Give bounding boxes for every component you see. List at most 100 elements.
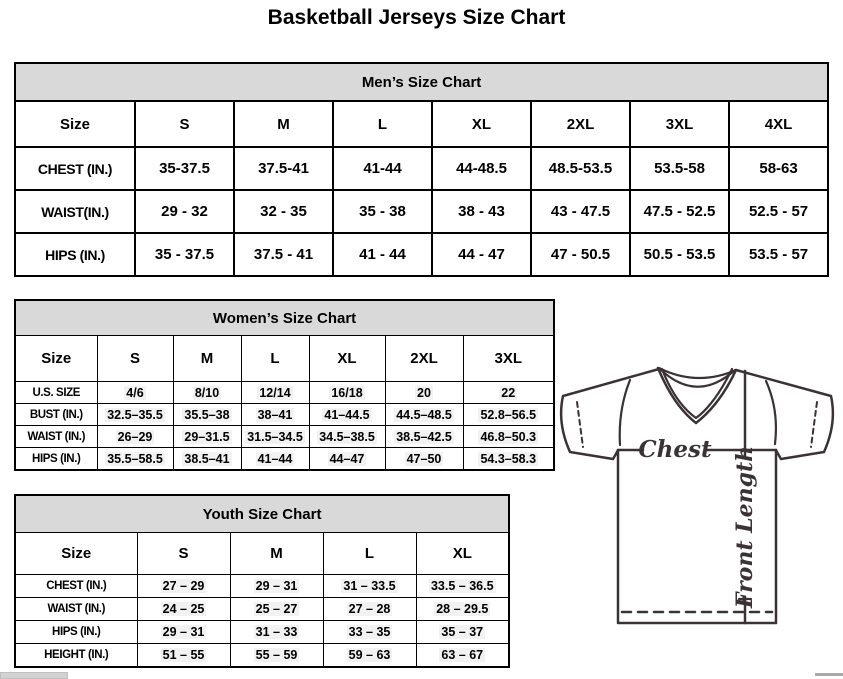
table-row: HIPS (IN.) 29 – 31 31 – 33 33 – 35 35 – 37 (14, 620, 510, 644)
table-row: HEIGHT (IN.) 51 – 55 55 – 59 59 – 63 63 – 67 (14, 643, 510, 668)
size-value-cell: 29 – 31 (229, 574, 324, 598)
column-header: 3XL (462, 335, 555, 382)
size-value-cell: 41-44 (332, 146, 433, 191)
size-value-cell: 58-63 (727, 146, 830, 191)
size-value-cell: 35 – 37 (415, 620, 510, 644)
size-value-cell: 26–29 (96, 425, 174, 448)
column-header: Size (14, 532, 138, 575)
column-header: 2XL (384, 335, 464, 382)
column-header: 3XL (629, 100, 730, 148)
row-label: HEIGHT (IN.) (14, 643, 138, 668)
size-value-cell: 24 – 25 (136, 597, 231, 621)
size-value-cell: 32.5–35.5 (96, 403, 174, 426)
size-value-cell: 27 – 28 (322, 597, 417, 621)
table-row: BUST (IN.) 32.5–35.5 35.5–38 38–41 41–44.5 44… (14, 403, 555, 426)
size-value-cell: 63 – 67 (415, 643, 510, 668)
size-value-cell: 41–44.5 (308, 403, 386, 426)
size-value-cell: 34.5–38.5 (308, 425, 386, 448)
row-label: WAIST (IN.) (14, 597, 138, 621)
size-value-cell: 37.5-41 (233, 146, 334, 191)
size-value-cell: 32 - 35 (233, 189, 334, 234)
table-caption: Women’s Size Chart (14, 299, 555, 336)
size-value-cell: 43 - 47.5 (530, 189, 631, 234)
size-value-cell: 25 – 27 (229, 597, 324, 621)
column-header: L (240, 335, 310, 382)
chest-label: Chest (638, 436, 712, 463)
size-value-cell: 12/14 (240, 381, 310, 404)
size-value-cell: 51 – 55 (136, 643, 231, 668)
table-row: HIPS (IN.) 35.5–58.5 38.5–41 41–44 44–47 47–5… (14, 447, 555, 471)
size-value-cell: 38.5–42.5 (384, 425, 464, 448)
column-header: L (322, 532, 417, 575)
size-value-cell: 44.5–48.5 (384, 403, 464, 426)
row-label: HIPS (IN.) (14, 447, 98, 471)
table-caption: Youth Size Chart (14, 494, 510, 533)
size-value-cell: 8/10 (172, 381, 242, 404)
table-row: WAIST(IN.) 29 - 32 32 - 35 35 - 38 38 - 43 43… (14, 189, 830, 234)
collar-arc-outer (657, 366, 738, 380)
row-label: HIPS (IN.) (14, 620, 138, 644)
size-value-cell: 44 - 47 (431, 232, 532, 277)
column-header: XL (308, 335, 386, 382)
column-header: M (229, 532, 324, 575)
table-row: WAIST (IN.) 24 – 25 25 – 27 27 – 28 28 – 29.… (14, 597, 510, 621)
sleeve-dash-right (810, 401, 818, 448)
row-label: HIPS (IN.) (14, 232, 136, 277)
table-row: CHEST (IN.) 35-37.5 37.5-41 41-44 44-48.5 48.… (14, 146, 830, 191)
size-value-cell: 33.5 – 36.5 (415, 574, 510, 598)
size-value-cell: 35-37.5 (134, 146, 235, 191)
jersey-measurement-diagram: Chest Front Length (559, 366, 835, 625)
size-value-cell: 46.8–50.3 (462, 425, 555, 448)
size-value-cell: 35.5–38 (172, 403, 242, 426)
size-value-cell: 31 – 33.5 (322, 574, 417, 598)
table-caption: Men’s Size Chart (13, 62, 830, 102)
size-value-cell: 27 – 29 (136, 574, 231, 598)
size-value-cell: 52.8–56.5 (462, 403, 555, 426)
row-label: CHEST (IN.) (14, 146, 136, 191)
size-value-cell: 48.5-53.5 (530, 146, 631, 191)
column-header: L (332, 100, 433, 148)
size-value-cell: 35.5–58.5 (96, 447, 174, 471)
column-header: 4XL (727, 100, 830, 148)
size-value-cell: 33 – 35 (322, 620, 417, 644)
size-value-cell: 59 – 63 (322, 643, 417, 668)
size-value-cell: 50.5 - 53.5 (629, 232, 730, 277)
size-value-cell: 16/18 (308, 381, 386, 404)
sleeve-dash-left (576, 401, 584, 448)
column-header: 2XL (530, 100, 631, 148)
size-value-cell: 52.5 - 57 (727, 189, 830, 234)
scrollbar-fragment[interactable] (815, 673, 843, 676)
size-value-cell: 35 - 37.5 (134, 232, 235, 277)
size-value-cell: 53.5 - 57 (727, 232, 830, 277)
size-value-cell: 53.5-58 (629, 146, 730, 191)
size-value-cell: 20 (384, 381, 464, 404)
column-header: Size (14, 335, 98, 382)
youth-size-chart-table: Youth Size Chart Size S M L XL CHEST (IN.) 27 … (14, 494, 511, 668)
table-row: HIPS (IN.) 35 - 37.5 37.5 - 41 41 - 44 44 - … (14, 232, 830, 277)
size-value-cell: 47.5 - 52.5 (629, 189, 730, 234)
size-value-cell: 44-48.5 (431, 146, 532, 191)
size-value-cell: 35 - 38 (332, 189, 433, 234)
vneck-inner (660, 367, 734, 420)
jersey-outline (559, 367, 835, 625)
horizontal-scrollbar-thumb[interactable] (0, 672, 68, 679)
size-value-cell: 54.3–58.3 (462, 447, 555, 471)
size-value-cell: 38.5–41 (172, 447, 242, 471)
column-header: XL (415, 532, 510, 575)
size-value-cell: 41–44 (240, 447, 310, 471)
row-label: WAIST (IN.) (14, 425, 98, 448)
size-value-cell: 41 - 44 (332, 232, 433, 277)
size-value-cell: 28 – 29.5 (415, 597, 510, 621)
column-header: M (233, 100, 334, 148)
column-header: M (172, 335, 242, 382)
row-label: U.S. SIZE (14, 381, 98, 404)
armhole-seam-left (618, 378, 632, 447)
size-value-cell: 4/6 (96, 381, 174, 404)
size-value-cell: 55 – 59 (229, 643, 324, 668)
size-value-cell: 29 – 31 (136, 620, 231, 644)
table-row: CHEST (IN.) 27 – 29 29 – 31 31 – 33.5 33.5 –… (14, 574, 510, 598)
size-value-cell: 37.5 - 41 (233, 232, 334, 277)
table-row: WAIST (IN.) 26–29 29–31.5 31.5–34.5 34.5–38.… (14, 425, 555, 448)
column-header: S (136, 532, 231, 575)
size-value-cell: 22 (462, 381, 555, 404)
